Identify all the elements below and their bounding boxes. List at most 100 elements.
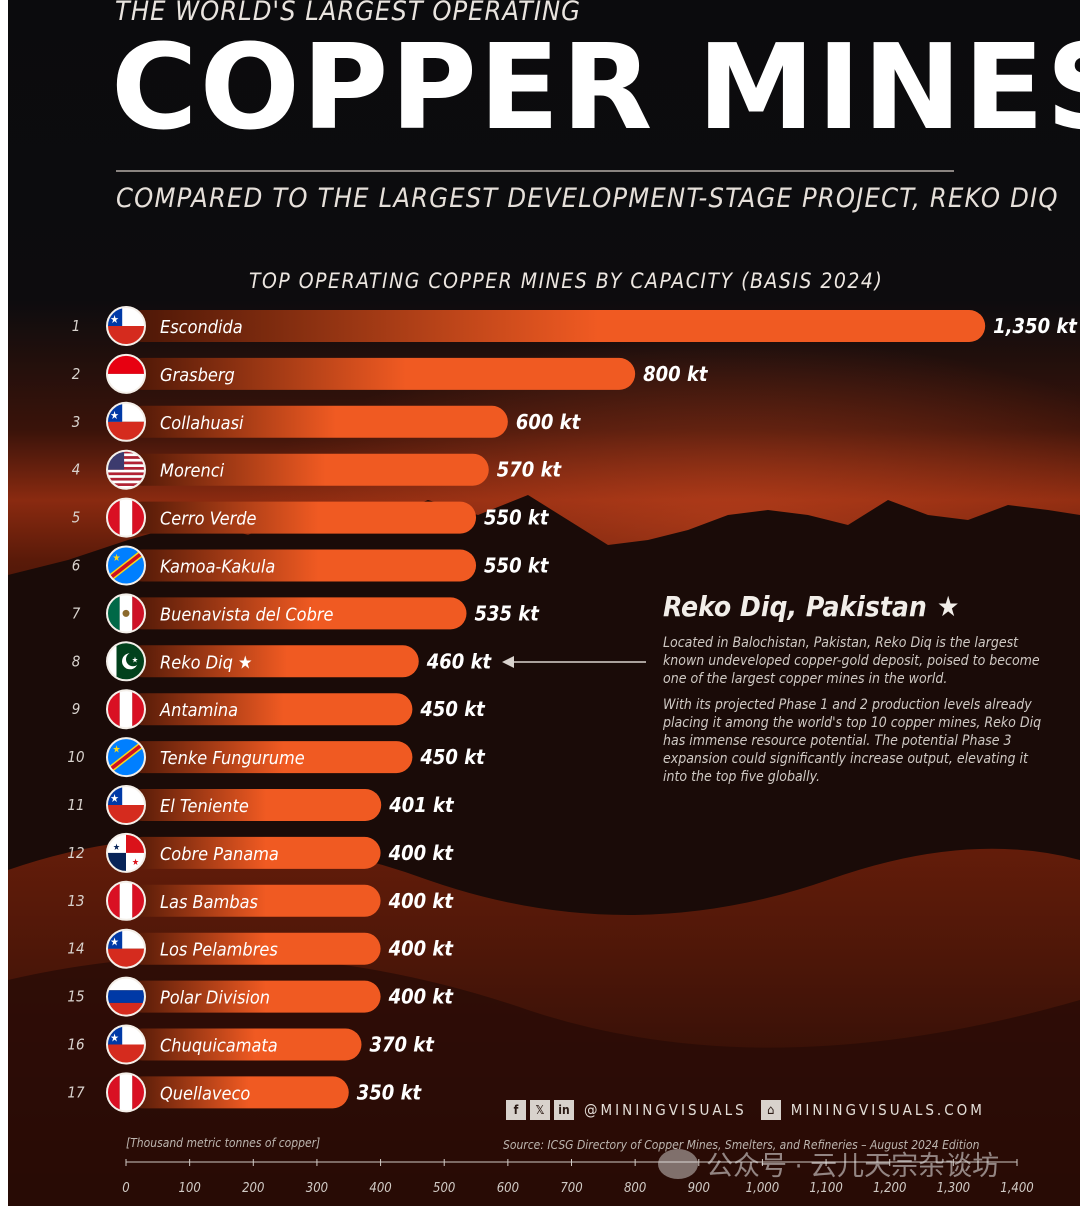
bar-label: Reko Diq ★ (160, 652, 253, 673)
bar (126, 357, 636, 390)
x-tick-label: 800 (624, 1181, 646, 1196)
bar (126, 741, 413, 774)
rank-label: 14 (67, 940, 84, 958)
social-handle[interactable]: @MININGVISUALS (584, 1101, 747, 1119)
rank-label: 3 (72, 413, 81, 431)
bar-row: 1 ★ Escondida 1,350 kt (72, 306, 1078, 346)
rank-label: 1 (72, 317, 81, 335)
bar-row: 9 Antamina 450 kt (72, 689, 486, 730)
x-tick-label: 400 (369, 1181, 391, 1196)
bar (126, 549, 477, 582)
bar (126, 645, 419, 678)
value-label: 570 kt (497, 458, 563, 482)
flag-ring (106, 593, 146, 634)
flag-ring (106, 976, 146, 1017)
bar-label: Chuquicamata (160, 1036, 278, 1057)
chart-title: TOP OPERATING COPPER MINES BY CAPACITY (… (249, 269, 884, 293)
bar-label: Morenci (160, 461, 225, 482)
x-tick-label: 500 (433, 1181, 455, 1196)
flag-ring (106, 928, 146, 969)
rank-label: 16 (67, 1036, 84, 1054)
callout-title-text: Reko Diq, Pakistan (663, 590, 927, 623)
bar-label: Grasberg (160, 365, 235, 386)
bar (126, 405, 508, 438)
rank-label: 12 (67, 844, 84, 862)
rank-label: 9 (72, 700, 81, 718)
website-link[interactable]: MININGVISUALS.COM (790, 1101, 985, 1119)
infographic-poster: THE WORLD'S LARGEST OPERATING COPPER MIN… (8, 0, 1080, 1206)
value-label: 600 kt (516, 410, 582, 434)
svg-text:★: ★ (112, 553, 120, 564)
rank-label: 2 (72, 365, 81, 383)
bar-row: 8 ★ Reko Diq ★ 460 kt (72, 641, 493, 682)
source-note: Source: ICSG Directory of Copper Mines, … (503, 1138, 980, 1152)
flag-ring (106, 497, 146, 538)
rank-label: 7 (72, 604, 81, 622)
facebook-icon[interactable]: f (506, 1100, 526, 1120)
bar-label: Buenavista del Cobre (160, 604, 334, 625)
bar (126, 501, 477, 534)
bar-label: Los Pelambres (160, 940, 278, 961)
flag-ring (106, 785, 146, 825)
bar (126, 1076, 349, 1109)
bar (126, 789, 382, 821)
value-label: 450 kt (419, 697, 486, 721)
bar-row: 6 ★ Kamoa-Kakula 550 kt (72, 545, 550, 586)
bar (126, 836, 381, 869)
flag-ring (106, 1072, 146, 1113)
bar-label: Tenke Fungurume (160, 748, 305, 769)
rank-label: 6 (72, 557, 81, 575)
bar-row: 12 ★★ Cobre Panama 400 kt (67, 832, 455, 873)
bar (126, 980, 381, 1013)
x-tick-label: 700 (560, 1181, 582, 1196)
x-tick-label: 1,000 (746, 1181, 779, 1196)
bar-label: Cobre Panama (160, 844, 279, 865)
title-divider (116, 170, 954, 172)
bar-label: Quellaveco (160, 1083, 250, 1104)
callout-arrowhead (502, 656, 514, 668)
svg-text:★: ★ (110, 409, 119, 422)
svg-text:★: ★ (110, 1032, 119, 1045)
value-label: 450 kt (419, 745, 486, 769)
flag-panama-icon: ★★ (107, 833, 145, 872)
value-label: 400 kt (388, 937, 455, 961)
callout-paragraph-1: Located in Balochistan, Pakistan, Reko D… (663, 635, 1040, 687)
value-label: 460 kt (426, 649, 493, 673)
bar-row: 17 Quellaveco 350 kt (67, 1072, 423, 1113)
bar-row: 15 Polar Division 400 kt (67, 976, 454, 1017)
bar (126, 310, 986, 342)
flag-ring (106, 1024, 146, 1065)
flag-ring (106, 545, 146, 586)
x-icon[interactable]: 𝕏 (530, 1100, 550, 1120)
bar-row: 3 ★ Collahuasi 600 kt (72, 401, 582, 442)
bar (126, 453, 489, 486)
bar-row: 4 Morenci 570 kt (72, 449, 563, 490)
kicker-text: THE WORLD'S LARGEST OPERATING (115, 0, 581, 27)
value-label: 350 kt (357, 1080, 423, 1104)
wechat-icon (658, 1148, 698, 1179)
star-icon: ★ (936, 590, 960, 623)
svg-text:★: ★ (110, 936, 119, 949)
bar (126, 884, 381, 917)
linkedin-icon[interactable]: in (554, 1100, 574, 1120)
headline-title: COPPER MINES (111, 18, 1080, 156)
bar-chart: 1 ★ Escondida 1,350 kt 2 Grasberg 800 kt 3 ★ Coll… (67, 306, 1078, 1196)
flag-indonesia-icon (107, 354, 145, 393)
value-label: 535 kt (474, 601, 540, 625)
rank-label: 13 (67, 892, 84, 910)
flag-pakistan-icon: ★ (107, 642, 145, 681)
value-label: 550 kt (484, 506, 550, 530)
flag-drc-icon: ★ (107, 546, 145, 585)
callout-paragraph-2: With its projected Phase 1 and 2 product… (663, 697, 1042, 785)
bar (126, 597, 467, 630)
flag-ring (106, 641, 146, 682)
callout-title: Reko Diq, Pakistan ★ (663, 590, 959, 623)
value-label: 800 kt (643, 362, 709, 386)
value-label: 400 kt (388, 841, 455, 865)
flag-ring (106, 449, 146, 490)
value-label: 400 kt (388, 889, 455, 913)
svg-text:★: ★ (112, 745, 120, 756)
bar (126, 693, 413, 726)
axis-unit-label: [Thousand metric tonnes of copper] (126, 1136, 321, 1150)
bar-row: 16 ★ Chuquicamata 370 kt (67, 1024, 435, 1065)
